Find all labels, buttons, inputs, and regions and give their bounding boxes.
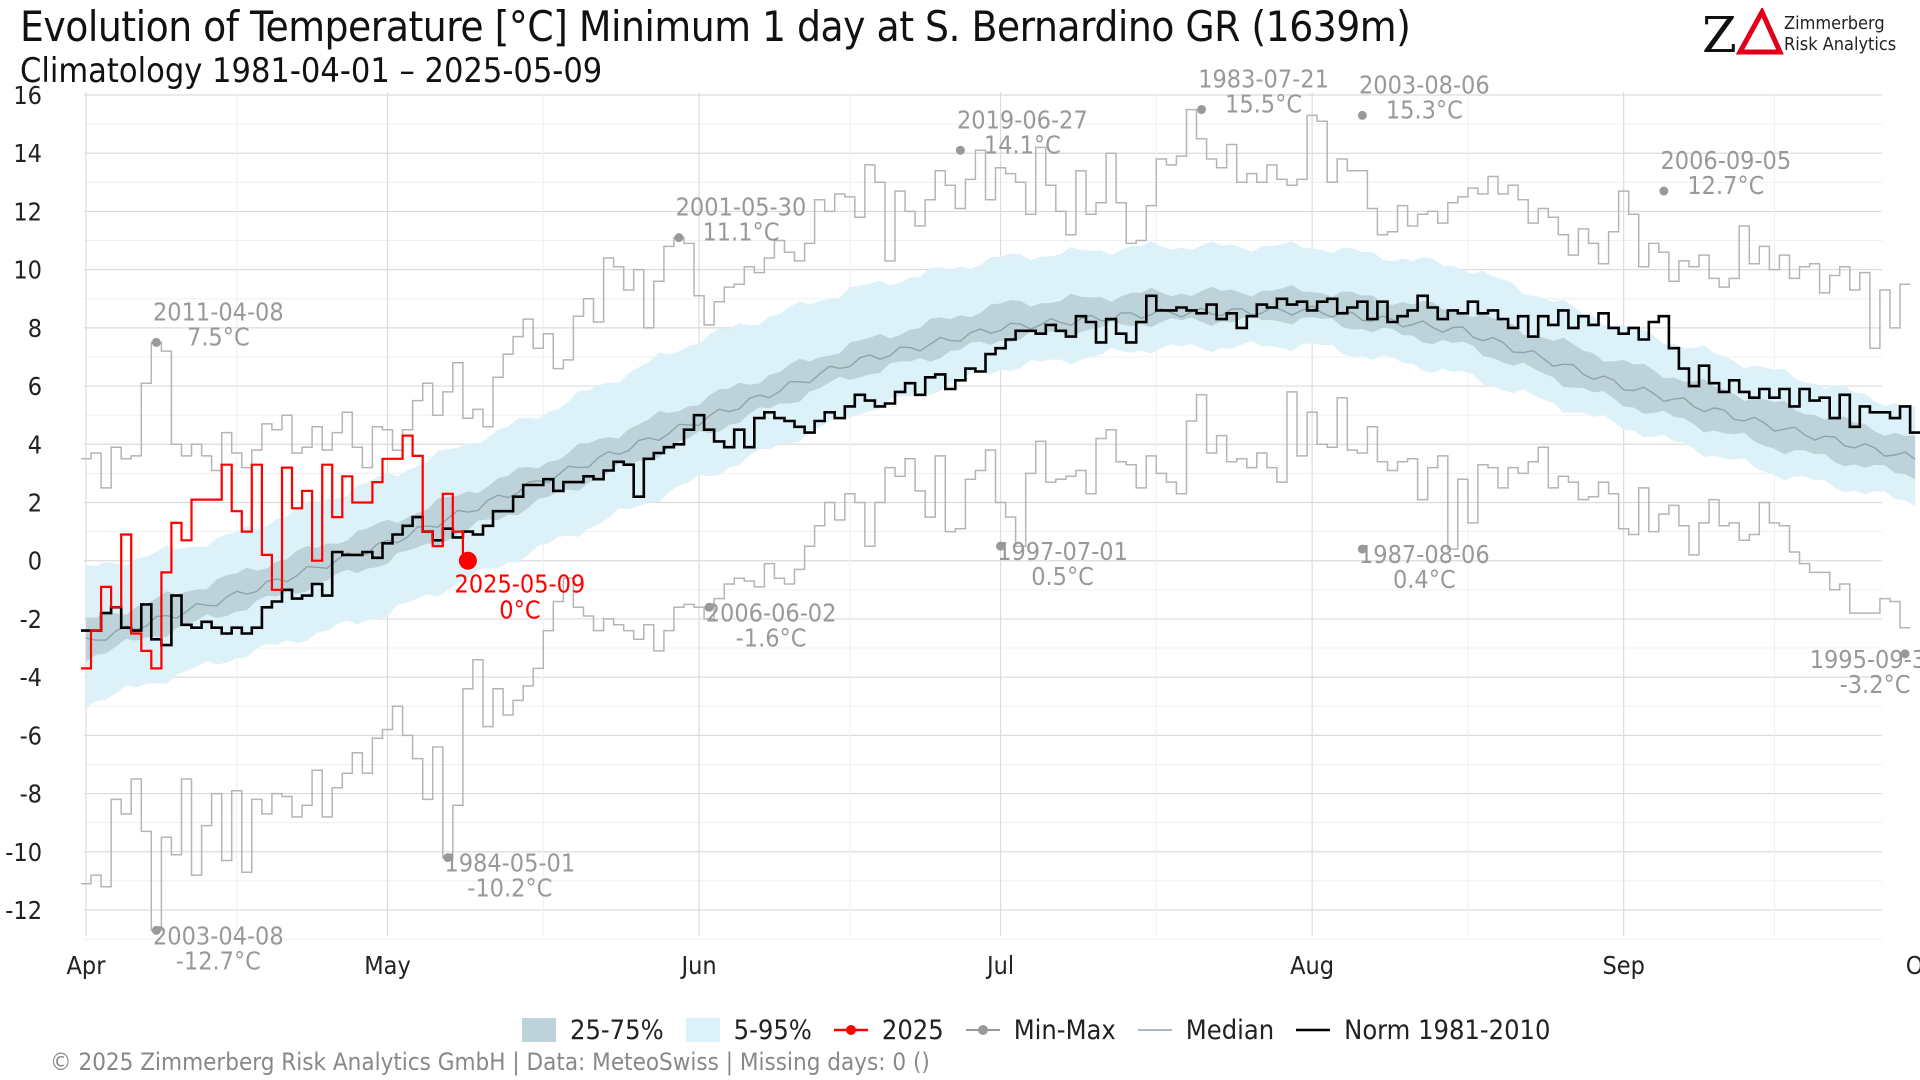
record-min-date: 1995-09-30 [1810, 645, 1920, 674]
logo-line-1: Zimmerberg [1784, 13, 1885, 34]
legend-key-median [1137, 1029, 1172, 1031]
record-min-value: -1.6°C [736, 623, 807, 652]
legend-label: 25-75% [570, 1014, 664, 1046]
year-2025-last-date: 2025-05-09 [455, 570, 586, 599]
record-min-point [704, 602, 714, 612]
year-2025-line [81, 434, 473, 670]
record-max-point [674, 233, 684, 243]
logo-text: Zimmerberg Risk Analytics [1784, 13, 1896, 55]
y-tick-label: 16 [13, 81, 42, 110]
record-max-date: 1983-07-21 [1198, 65, 1329, 94]
company-logo: Z Zimmerberg Risk Analytics [1700, 8, 1910, 60]
legend-item-iqr: 25-75% [520, 1015, 664, 1046]
record-max-value: 15.3°C [1386, 95, 1463, 124]
y-tick-label: -8 [20, 780, 42, 809]
record-max-point [1357, 110, 1367, 120]
record-min-value: 0.4°C [1393, 565, 1456, 594]
chart-title: Evolution of Temperature [°C] Minimum 1 … [20, 2, 1411, 51]
record-max-point [151, 337, 161, 347]
logo-line-2: Risk Analytics [1784, 34, 1897, 55]
copyright-footer: © 2025 Zimmerberg Risk Analytics GmbH | … [50, 1048, 930, 1076]
year-2025-last-value: 0°C [499, 596, 540, 625]
legend-item-minmax: Min-Max [964, 1015, 1116, 1046]
svg-text:Z: Z [1702, 8, 1737, 60]
y-tick-label: -10 [5, 838, 42, 867]
record-min-date: 2003-04-08 [153, 921, 284, 950]
record-min-line [81, 391, 1911, 932]
record-min-value: -10.2°C [467, 874, 552, 903]
legend-label: Median [1185, 1014, 1275, 1046]
y-tick-label: 6 [28, 372, 42, 401]
legend-key-norm [1296, 1028, 1331, 1032]
record-max-point [955, 145, 965, 155]
record-max-value: 7.5°C [187, 322, 250, 351]
record-min-value: -3.2°C [1840, 670, 1911, 699]
y-tick-label: 10 [13, 256, 42, 285]
y-tick-label: 4 [28, 430, 42, 459]
x-tick-label: Aug [1290, 951, 1334, 980]
y-tick-label: -6 [20, 721, 42, 750]
y-tick-label: 2 [28, 489, 42, 518]
median-line [85, 305, 1916, 641]
x-tick-label: Jun [679, 951, 716, 980]
record-min-point [443, 853, 453, 863]
y-tick-label: 0 [28, 547, 42, 576]
legend-item-norm: Norm 1981-2010 [1294, 1015, 1550, 1046]
legend-label: 2025 [881, 1014, 944, 1046]
x-tick-label: Sep [1602, 951, 1644, 980]
legend-item-p5_95: 5-95% [684, 1015, 812, 1046]
x-tick-label: Jul [985, 951, 1014, 980]
record-max-value: 12.7°C [1687, 171, 1764, 200]
legend-key-minmax [965, 1025, 1000, 1035]
record-max-date: 2019-06-27 [957, 105, 1088, 134]
legend-label: 5-95% [733, 1014, 812, 1046]
chart-legend: 25-75% 5-95% 2025 Min-Max Median Norm 1981-20… [520, 1012, 1570, 1048]
legend-item-median: Median [1136, 1015, 1274, 1046]
record-min-value: -12.7°C [176, 946, 261, 975]
percentile-band-5-95 [86, 241, 1916, 708]
y-tick-label: -12 [5, 896, 42, 925]
record-max-value: 14.1°C [984, 130, 1061, 159]
legend-key-p5_95 [685, 1018, 720, 1042]
legend-item-year: 2025 [832, 1015, 944, 1046]
y-tick-label: -4 [20, 663, 42, 692]
y-tick-label: -2 [20, 605, 42, 634]
record-min-date: 1984-05-01 [444, 849, 575, 878]
y-tick-label: 14 [13, 139, 42, 168]
y-tick-label: 8 [28, 314, 42, 343]
x-tick-label: May [364, 951, 411, 980]
record-max-point [1659, 186, 1669, 196]
record-min-point [151, 925, 161, 935]
record-max-date: 2003-08-06 [1359, 70, 1490, 99]
record-min-point [1900, 649, 1910, 659]
logo-delta-icon [1735, 8, 1784, 55]
x-tick-label: Apr [67, 951, 107, 980]
year-2025-last-point [458, 551, 477, 570]
record-max-date: 2011-04-08 [153, 297, 284, 326]
x-tick-label: Oct [1906, 951, 1920, 980]
legend-label: Norm 1981-2010 [1344, 1014, 1551, 1046]
record-max-date: 2001-05-30 [676, 193, 807, 222]
record-max-value: 15.5°C [1225, 90, 1302, 119]
legend-key-year [833, 1025, 868, 1035]
record-min-point [996, 541, 1006, 551]
record-min-value: 0.5°C [1031, 562, 1094, 591]
record-max-value: 11.1°C [702, 218, 779, 247]
record-max-date: 2006-09-05 [1660, 146, 1791, 175]
y-tick-label: 12 [13, 197, 42, 226]
legend-label: Min-Max [1013, 1014, 1116, 1046]
legend-key-iqr [522, 1018, 556, 1042]
record-min-date: 1987-08-06 [1359, 540, 1490, 569]
record-max-line [81, 108, 1911, 489]
record-min-date: 1997-07-01 [997, 537, 1128, 566]
logo-mark-icon: Z [1702, 8, 1784, 60]
chart-subtitle: Climatology 1981-04-01 – 2025-05-09 [20, 51, 603, 91]
norm-1981-2010-line [81, 294, 1920, 647]
grid-lines [84, 92, 1882, 940]
temperature-chart: 2025-05-090°C 2011-04-087.5°C 2001-05-3011… [5, 65, 1920, 980]
record-min-date: 2006-06-02 [706, 598, 837, 627]
record-max-point [1197, 105, 1207, 115]
record-min-point [1357, 544, 1367, 554]
